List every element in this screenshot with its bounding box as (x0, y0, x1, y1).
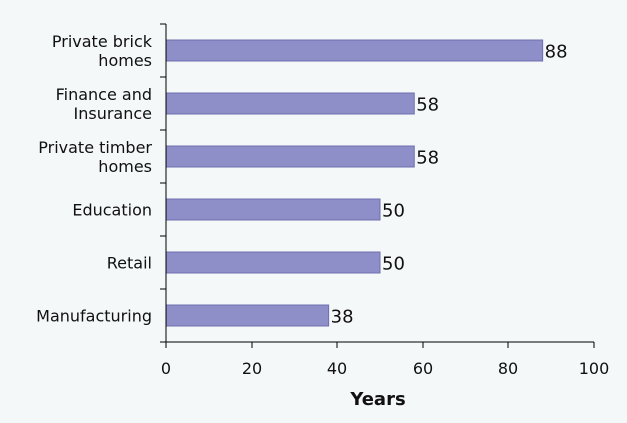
bar-value-label: 58 (416, 95, 439, 116)
bar (165, 251, 381, 274)
category-label: homes (98, 51, 152, 70)
bar (165, 39, 544, 62)
category-label: Retail (107, 254, 152, 273)
category-label: Education (72, 201, 152, 220)
x-axis-tick-label: 20 (242, 359, 262, 378)
bar (165, 92, 415, 115)
x-axis-ticks (165, 342, 595, 348)
x-axis-tick-label: 80 (498, 359, 518, 378)
x-axis-tick-label: 40 (327, 359, 347, 378)
bar-value-labels: 88 58 58 50 50 38 (331, 42, 568, 328)
category-label: homes (98, 157, 152, 176)
bar (165, 145, 415, 168)
bar-value-label: 38 (331, 307, 354, 328)
bar-value-label: 58 (416, 148, 439, 169)
category-label: Private timber (38, 138, 152, 157)
bar-value-label: 88 (545, 42, 568, 63)
category-label: Private brick (52, 32, 153, 51)
bar (165, 304, 330, 327)
x-axis-tick-label: 100 (579, 359, 610, 378)
bar-value-label: 50 (382, 201, 405, 222)
category-label: Insurance (74, 104, 153, 123)
y-axis-ticks (160, 23, 166, 343)
bars-group (165, 39, 544, 327)
x-axis-title: Years (349, 389, 405, 410)
x-axis-tick-label: 0 (161, 359, 171, 378)
x-axis-tick-labels: 0 20 40 60 80 100 (161, 359, 609, 378)
category-label: Finance and (56, 85, 152, 104)
bar (165, 198, 381, 221)
bar-value-label: 50 (382, 254, 405, 275)
category-label: Manufacturing (36, 307, 152, 326)
x-axis-tick-label: 60 (413, 359, 433, 378)
